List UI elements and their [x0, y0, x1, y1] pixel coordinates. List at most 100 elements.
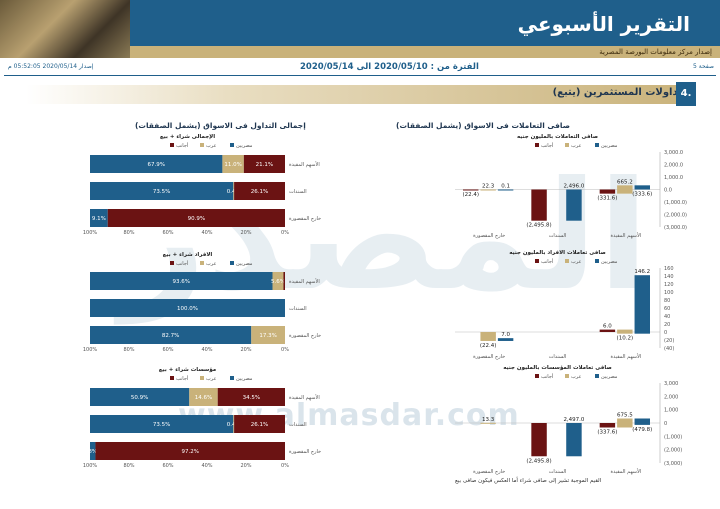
- category-label: السندات: [549, 233, 567, 239]
- data-label: 97.2%: [181, 449, 198, 455]
- share-chart-title: الإجمالى شراء + بيع: [160, 134, 215, 140]
- share-bar: [217, 388, 285, 406]
- share-bar: [233, 415, 235, 433]
- data-label: 73.5%: [153, 422, 170, 428]
- share-bar: [283, 272, 285, 290]
- legend-swatch: [230, 261, 234, 265]
- category-label: خارج المقصورة: [473, 233, 505, 239]
- legend-label: أجانب: [176, 375, 189, 382]
- legend-label: أجانب: [176, 260, 189, 267]
- data-label: 2,496.0: [563, 183, 584, 189]
- report-period: الفترة من : 2020/05/10 الى 2020/05/14: [300, 62, 479, 72]
- share-bar: [251, 326, 285, 344]
- divider: [4, 75, 716, 76]
- category-label: الأسهم المقيدة: [610, 232, 641, 239]
- data-label: 21.1%: [256, 162, 273, 168]
- y-tick-label: (2,000.0): [664, 213, 687, 219]
- net-bar: [634, 185, 650, 190]
- category-label: الأسهم المقيدة: [289, 394, 320, 401]
- watermark-logo: المصدر: [120, 150, 650, 324]
- net-bar: [463, 189, 479, 191]
- x-tick-label: 20%: [240, 347, 251, 353]
- legend-swatch: [535, 143, 539, 147]
- y-tick-label: 1,000: [664, 408, 678, 414]
- net-bar: [617, 185, 633, 194]
- category-label: السندات: [289, 306, 307, 312]
- y-tick-label: 0.0: [664, 188, 672, 194]
- share-chart-title: مؤسسات شراء + بيع: [159, 367, 216, 373]
- data-label: (2,495.8): [526, 458, 551, 464]
- data-label: (337.6): [597, 430, 617, 436]
- data-label: 11.0%: [224, 162, 241, 168]
- legend-label: مصريين: [236, 376, 253, 382]
- legend-swatch: [595, 143, 599, 147]
- category-label: خارج المقصورة: [473, 354, 505, 360]
- share-bar: [234, 182, 285, 200]
- net-bar: [480, 189, 496, 191]
- share-bar: [243, 155, 285, 173]
- x-tick-label: 40%: [201, 347, 212, 353]
- y-tick-label: 2,000: [664, 394, 678, 400]
- legend-swatch: [535, 374, 539, 378]
- legend-label: عرب: [571, 143, 581, 149]
- net-bar: [497, 189, 514, 191]
- share-bar: [90, 388, 190, 406]
- x-tick-label: 40%: [201, 463, 212, 469]
- net-bar: [480, 332, 496, 341]
- y-tick-label: 80: [664, 298, 670, 304]
- data-label: (333.6): [632, 192, 652, 198]
- net-bar: [566, 189, 582, 221]
- y-tick-label: (20): [664, 338, 674, 344]
- legend-label: مصريين: [601, 259, 618, 265]
- y-tick-label: 3,000: [664, 381, 678, 387]
- legend-label: عرب: [571, 259, 581, 265]
- legend-swatch: [230, 143, 234, 147]
- page-number: صفحة 5: [693, 63, 714, 70]
- x-tick-label: 80%: [123, 347, 134, 353]
- share-bar: [222, 155, 244, 173]
- y-tick-label: 2,000.0: [664, 163, 683, 169]
- data-label: 26.1%: [251, 189, 268, 195]
- share-bar: [234, 415, 285, 433]
- net-bar: [634, 418, 650, 425]
- y-tick-label: 40: [664, 314, 670, 320]
- y-tick-label: (3,000): [664, 461, 682, 467]
- data-label: (331.6): [597, 196, 617, 202]
- legend-swatch: [200, 261, 204, 265]
- x-tick-label: 40%: [201, 230, 212, 236]
- net-bar: [480, 422, 496, 424]
- legend-swatch: [200, 143, 204, 147]
- legend-swatch: [230, 376, 234, 380]
- share-bar: [90, 209, 108, 227]
- category-label: الأسهم المقيدة: [289, 161, 320, 168]
- right-panel-title: صافى التعاملات فى الاسواق (يشمل الصفقات): [396, 121, 570, 130]
- x-tick-label: 20%: [240, 463, 251, 469]
- net-chart-title: صافى تعاملات الافراد بالمليون جنيه: [509, 250, 606, 256]
- net-bar: [497, 338, 514, 341]
- x-tick-label: 20%: [240, 230, 251, 236]
- left-panel-title: إجمالى التداول فى الاسواق (يشمل الصفقات): [135, 121, 306, 130]
- data-label: 675.5: [617, 412, 633, 418]
- y-tick-label: (3,000.0): [664, 225, 687, 231]
- share-bar: [95, 442, 286, 460]
- data-label: (2,495.8): [526, 223, 551, 229]
- data-label: 17.3%: [259, 333, 276, 339]
- data-label: 22.3: [482, 184, 495, 190]
- y-tick-label: 3,000.0: [664, 150, 683, 156]
- y-tick-label: (1,000.0): [664, 200, 687, 206]
- x-tick-label: 60%: [162, 463, 173, 469]
- y-tick-label: 0: [664, 330, 667, 336]
- y-tick-label: 1,000.0: [664, 175, 683, 181]
- share-bar: [90, 272, 273, 290]
- x-tick-label: 80%: [123, 463, 134, 469]
- data-label: 14.6%: [195, 395, 212, 401]
- net-bar: [617, 418, 633, 428]
- data-label: 67.9%: [147, 162, 164, 168]
- category-label: السندات: [289, 189, 307, 195]
- net-bar: [617, 329, 633, 334]
- y-tick-label: 100: [664, 290, 674, 296]
- legend-swatch: [565, 259, 569, 263]
- x-tick-label: 60%: [162, 230, 173, 236]
- y-tick-label: (1,000): [664, 434, 682, 440]
- legend-swatch: [170, 261, 174, 265]
